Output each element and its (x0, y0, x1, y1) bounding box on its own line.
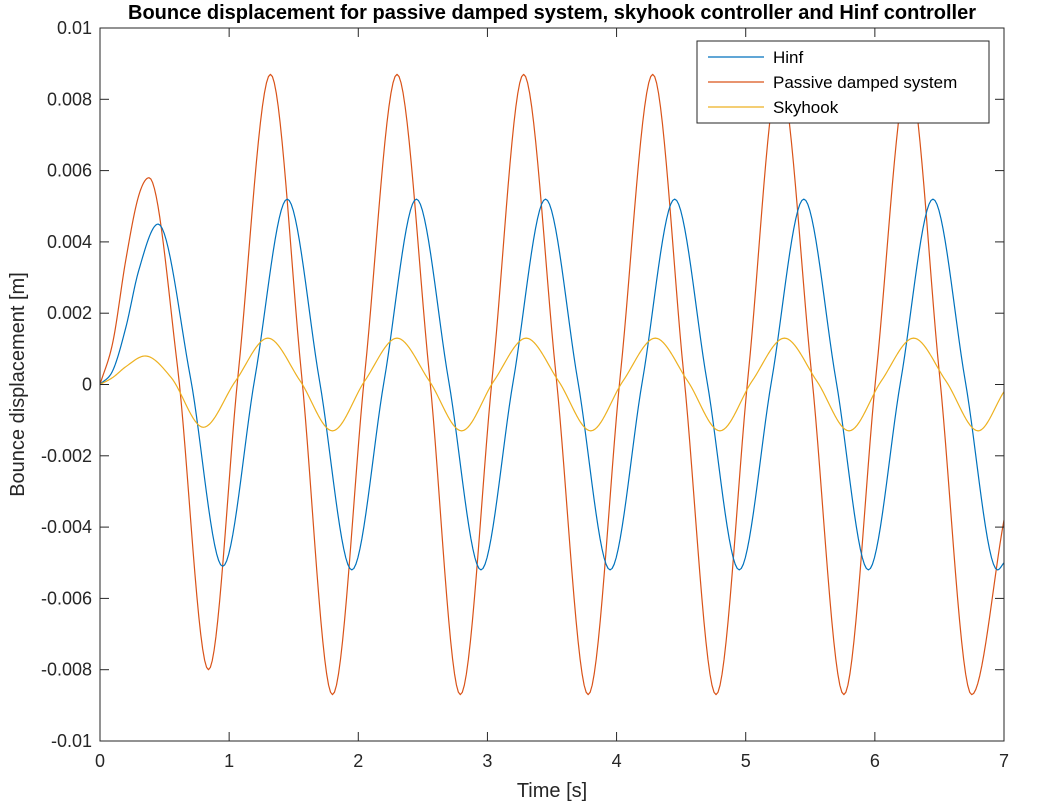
x-tick-label: 2 (353, 751, 363, 771)
tick-labels-layer: 0 1 2 3 4 5 6 7 -0.01 -0.008 -0.006 -0.004 -0.002 0 0.… (41, 18, 1009, 771)
legend-label-hinf: Hinf (773, 48, 804, 67)
chart-title: Bounce displacement for passive damped s… (128, 2, 976, 24)
y-tick-label: 0 (82, 375, 92, 395)
y-axis-label: Bounce displacement [m] (7, 272, 29, 497)
y-tick-label: -0.01 (51, 731, 92, 751)
legend-label-passive-damped-system: Passive damped system (773, 73, 957, 92)
y-tick-label: 0.006 (47, 161, 92, 181)
x-tick-label: 1 (224, 751, 234, 771)
y-tick-label: 0.004 (47, 232, 92, 252)
legend[interactable]: Hinf Passive damped system Skyhook (696, 40, 990, 124)
x-tick-label: 6 (870, 751, 880, 771)
ticks-layer (99, 27, 1005, 742)
x-tick-label: 5 (741, 751, 751, 771)
x-tick-label: 0 (95, 751, 105, 771)
legend-label-skyhook: Skyhook (773, 98, 839, 117)
series-line-passive-damped-system (99, 73, 1005, 696)
x-tick-label: 7 (999, 751, 1009, 771)
x-tick-label: 4 (612, 751, 622, 771)
y-tick-label: 0.002 (47, 303, 92, 323)
series-line-skyhook (99, 337, 1005, 432)
y-tick-label: -0.004 (41, 517, 92, 537)
y-tick-label: 0.008 (47, 89, 92, 109)
y-tick-label: -0.006 (41, 588, 92, 608)
y-tick-label: -0.008 (41, 660, 92, 680)
x-tick-label: 3 (482, 751, 492, 771)
series-line-hinf (99, 198, 1005, 571)
y-tick-label: 0.01 (57, 18, 92, 38)
plot-area (100, 28, 1004, 741)
y-tick-label: -0.002 (41, 446, 92, 466)
series-layer (99, 73, 1005, 696)
x-axis-label: Time [s] (517, 780, 587, 802)
